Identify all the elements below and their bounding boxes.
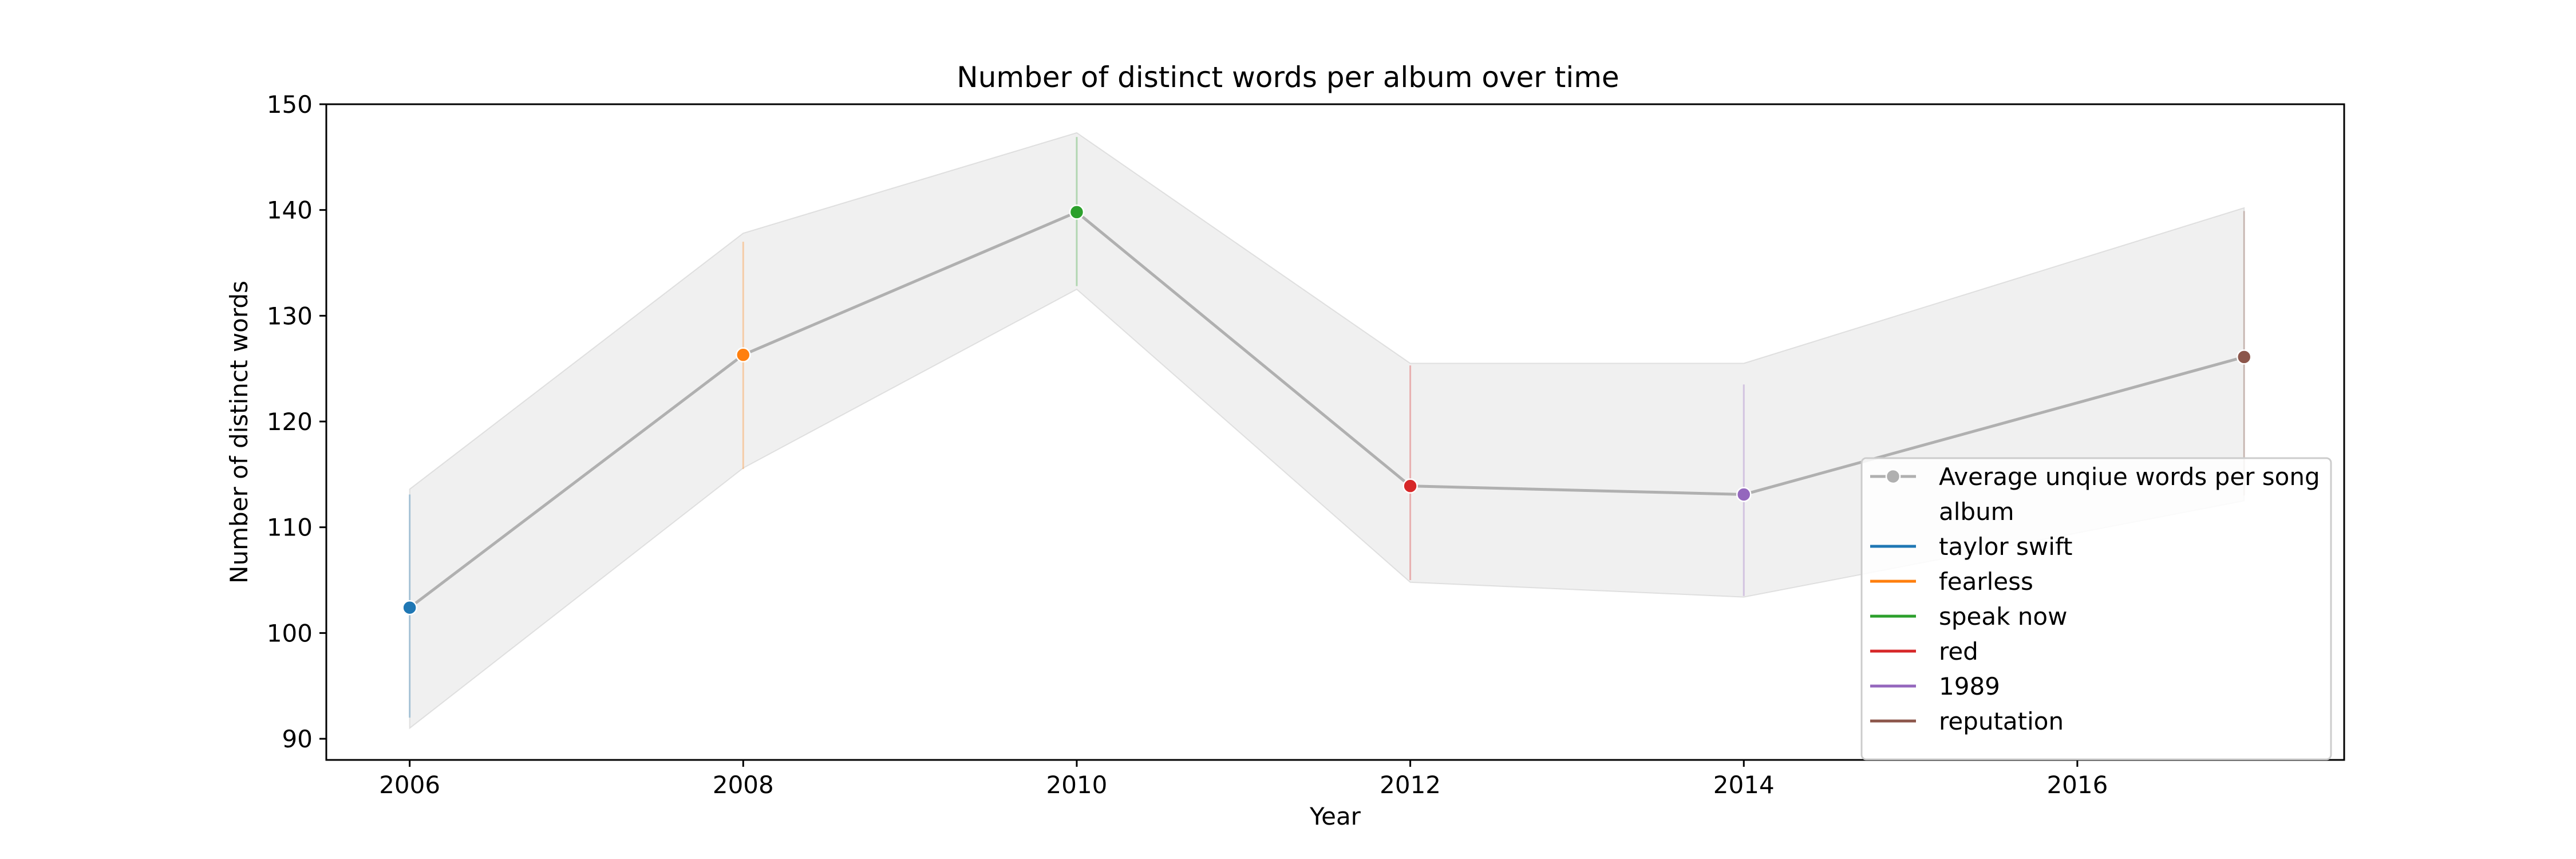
y-tick-label: 90	[282, 725, 313, 753]
x-tick-label: 2006	[379, 771, 440, 799]
data-point-reputation	[2236, 349, 2252, 365]
y-tick-label: 130	[267, 302, 313, 330]
series-line	[409, 210, 2245, 609]
data-point-red	[1402, 478, 1418, 494]
series-line-layer	[409, 210, 2245, 609]
data-point-fearless	[736, 347, 751, 362]
x-tick-label: 2010	[1046, 771, 1108, 799]
data-point-speak-now	[1069, 204, 1085, 220]
x-tick-label: 2016	[2046, 771, 2108, 799]
plot-area-frame	[325, 103, 2345, 761]
x-tick-label: 2008	[713, 771, 774, 799]
y-tick-label: 150	[267, 90, 313, 119]
y-axis-title: Number of distinct words	[225, 281, 253, 584]
legend: Average unqiue words per song album taylor…	[1860, 457, 2332, 761]
y-tick-label: 120	[267, 408, 313, 436]
legend-label-fearless: fearless	[1939, 568, 2033, 596]
y-tick-label: 110	[267, 514, 313, 542]
legend-label-reputation: reputation	[1939, 707, 2064, 735]
x-axis-ticks: 2006 2008 2010 2012 2014 2016	[379, 760, 2108, 799]
y-tick-label: 100	[267, 619, 313, 647]
legend-label-red: red	[1939, 637, 1978, 665]
data-point-1989	[1736, 487, 1752, 502]
legend-box	[1860, 457, 2332, 761]
x-tick-label: 2014	[1713, 771, 1775, 799]
legend-series-label: Average unqiue words per song	[1939, 463, 2320, 491]
legend-label-taylor-swift: taylor swift	[1939, 533, 2072, 561]
chart-title: Number of distinct words per album over …	[957, 61, 1619, 94]
y-tick-label: 140	[267, 196, 313, 224]
data-point-taylor-swift	[402, 600, 417, 616]
data-point-layer	[402, 204, 2252, 616]
x-tick-label: 2012	[1380, 771, 1441, 799]
x-axis-title: Year	[1309, 802, 1361, 830]
legend-group-title: album	[1939, 498, 2014, 526]
y-axis-ticks: 90 100 110 120 130 140 150	[267, 90, 326, 753]
legend-label-speak-now: speak now	[1939, 602, 2067, 631]
legend-label-1989: 1989	[1939, 672, 2000, 700]
legend-series-marker	[1885, 468, 1901, 484]
